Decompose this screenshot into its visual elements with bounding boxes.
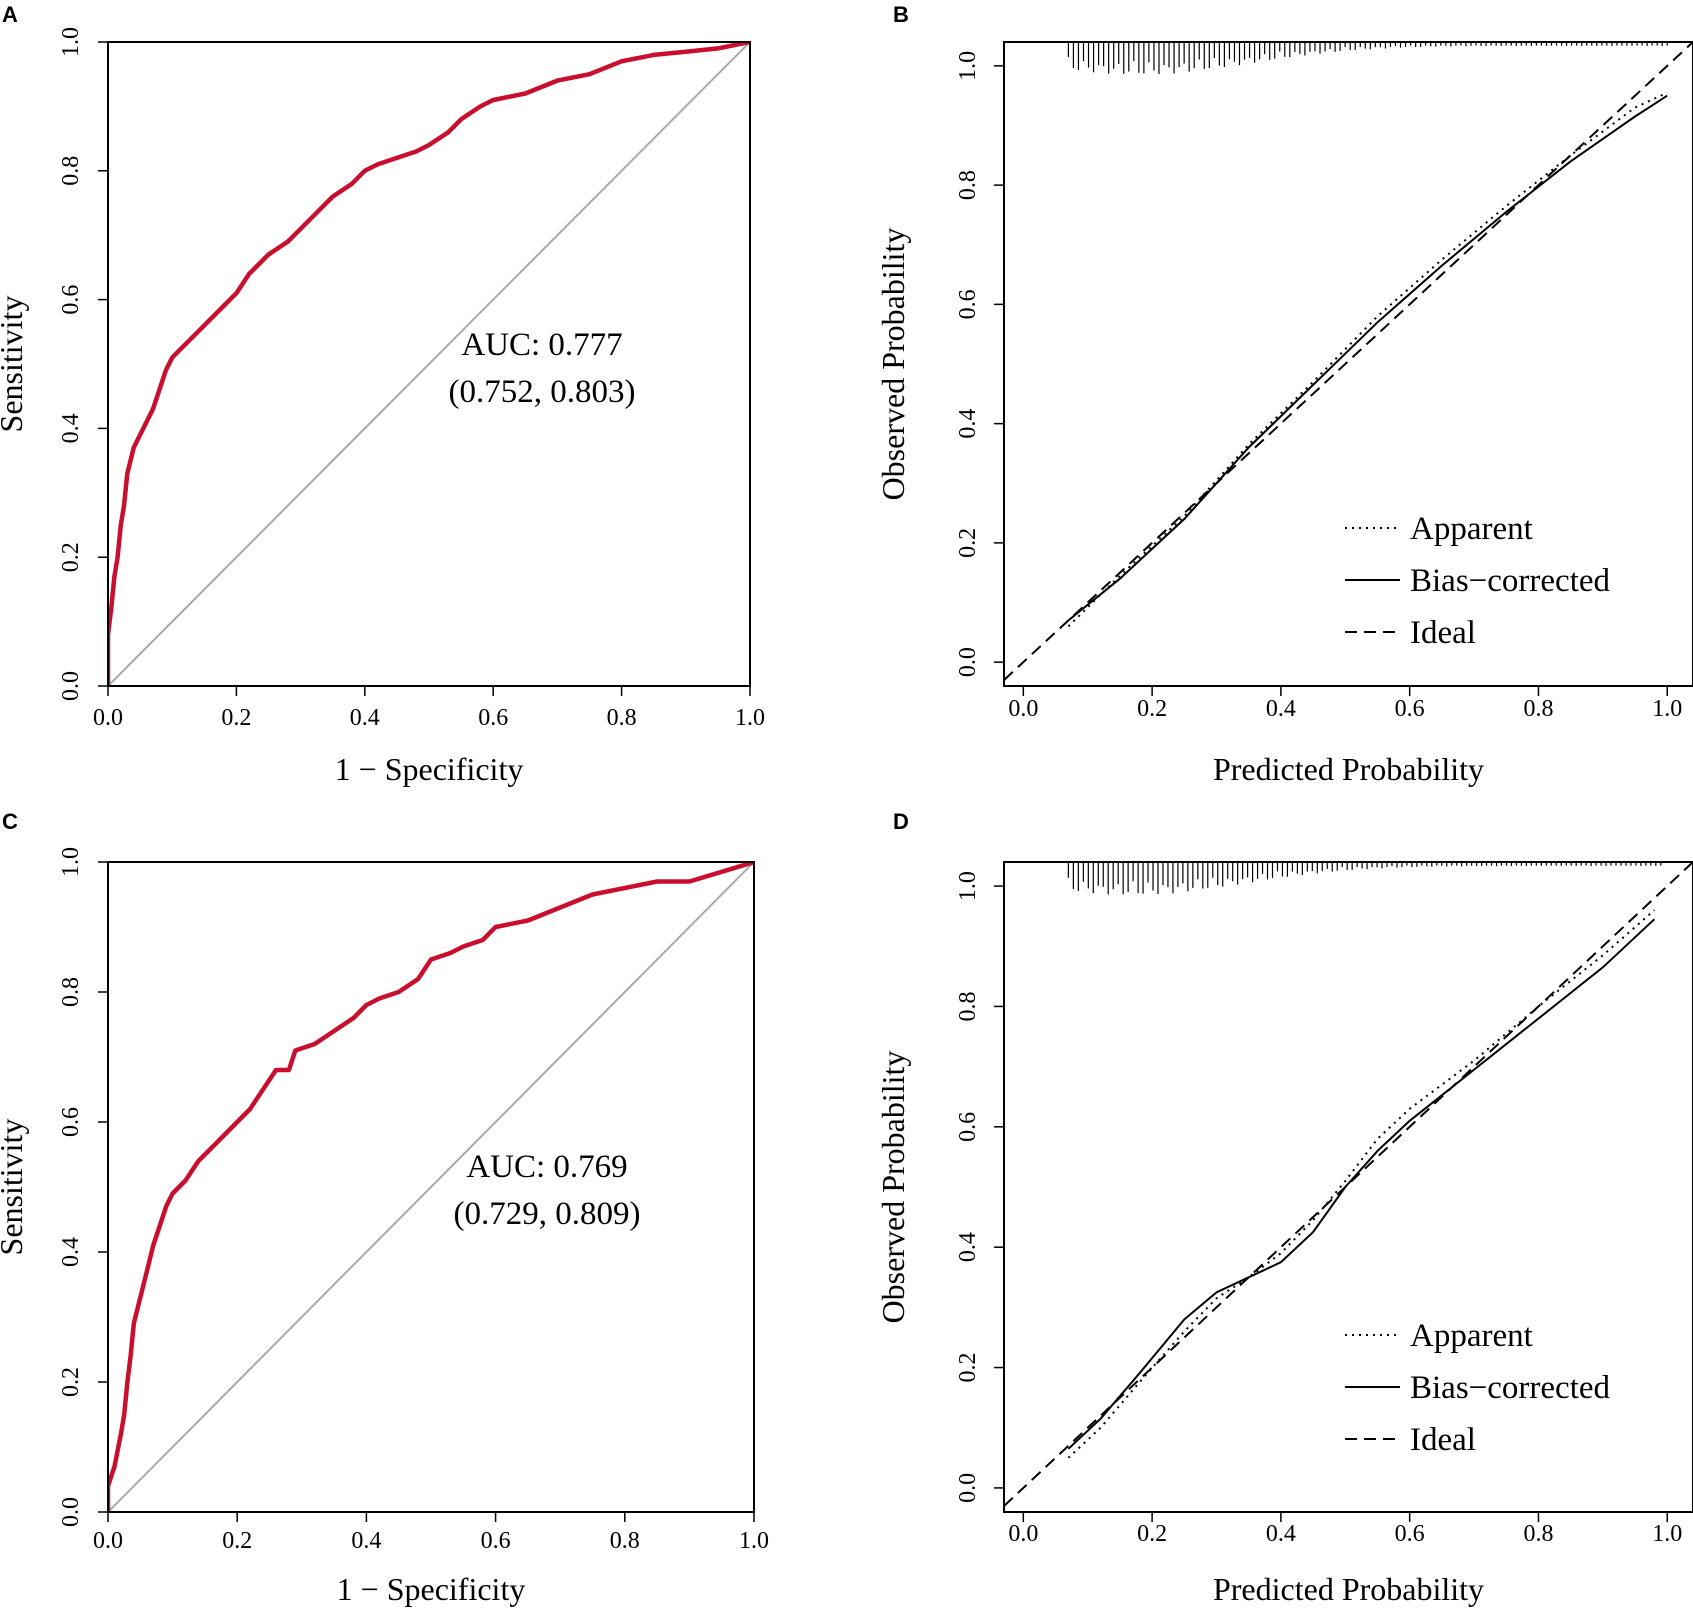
panel-c: C 0.0 0.2 0.4 0.6 0.8 1.0 0.0 0.2 0.4 0.6 0.8 1.0 1 … [0, 809, 769, 1607]
panel-b-x-tick-label: 0.2 [1137, 696, 1167, 722]
panel-c-auc-annotation: AUC: 0.769 [466, 1149, 627, 1185]
panel-a-reference-line [108, 42, 750, 686]
panel-a-roc-curve [108, 42, 750, 686]
panel-b-y-tick-label: 0.0 [955, 647, 981, 677]
panel-b-y-axis-title: Observed Probability [875, 228, 911, 501]
panel-letter-c: C [2, 809, 18, 834]
panel-a-y-tick-label: 0.2 [58, 542, 84, 572]
panel-d-legend-label: Apparent [1410, 1318, 1533, 1354]
panel-c-plot-frame [107, 861, 755, 1513]
panel-a: A 0.0 0.2 0.4 0.6 0.8 1.0 0.0 0.2 0.4 0.6 0.8 1.0 1 … [0, 2, 765, 787]
panel-a-y-tick-label: 0.4 [58, 413, 84, 443]
panel-a-x-tick-label: 0.6 [478, 705, 508, 731]
panel-a-y-tick-label: 1.0 [58, 27, 84, 57]
panel-b-y-tick-label: 0.6 [955, 289, 981, 319]
panel-d-x-tick-label: 0.8 [1523, 1521, 1553, 1547]
panel-c-y-tick-label: 0.4 [58, 1237, 84, 1267]
panel-b: B 0.0 0.2 0.4 0.6 0.8 1.0 0.0 0.2 0.4 0.6 0.8 1.0 Pr… [875, 2, 1693, 787]
panel-d-curves [1004, 862, 1693, 1507]
panel-d-rug [1067, 862, 1662, 895]
panel-a-x-tick-label: 0.0 [93, 705, 123, 731]
panel-b-y-tick-label: 0.4 [955, 409, 981, 439]
panel-c-x-tick-label: 0.0 [93, 1528, 123, 1554]
panel-b-legend-label: Apparent [1410, 511, 1533, 547]
panel-c-x-tick-label: 0.4 [351, 1528, 381, 1554]
panel-a-y-tick-label: 0.6 [58, 285, 84, 315]
panel-b-solid-line [1067, 94, 1668, 622]
panel-c-x-tick-label: 0.2 [222, 1528, 252, 1554]
panel-b-x-tick-label: 0.4 [1266, 696, 1296, 722]
panel-b-curves [1004, 42, 1693, 681]
panel-c-x-tick-label: 0.6 [481, 1528, 511, 1554]
panel-c-y-tick-label: 1.0 [58, 847, 84, 877]
panel-b-legend-label: Bias−corrected [1410, 563, 1611, 599]
panel-b-x-tick-label: 0.8 [1523, 696, 1553, 722]
panel-a-y-axis-title: Sensitivity [0, 296, 29, 433]
panel-b-x-axis-title: Predicted Probability [1213, 751, 1484, 787]
panel-c-y-axis-title: Sensitivity [0, 1119, 29, 1256]
panel-letter-a: A [2, 2, 18, 27]
panel-d-x-tick-label: 0.2 [1137, 1521, 1167, 1547]
panel-d-y-tick-label: 0.0 [955, 1473, 981, 1503]
panel-d-solid-line [1067, 918, 1656, 1450]
panel-b-y-tick-label: 0.2 [955, 528, 981, 558]
panel-d-legend-label: Ideal [1410, 1422, 1476, 1458]
panel-d-x-tick-label: 1.0 [1652, 1521, 1682, 1547]
panel-a-x-tick-label: 0.2 [221, 705, 251, 731]
panel-c-x-tick-label: 1.0 [739, 1528, 769, 1554]
panel-b-dashed-line [1004, 42, 1693, 681]
panel-c-roc-curve [108, 862, 754, 1512]
panel-b-plot-frame [1003, 41, 1693, 687]
panel-b-rug [1067, 42, 1668, 75]
panel-c-y-tick-label: 0.8 [58, 977, 84, 1007]
panel-d: D 0.0 0.2 0.4 0.6 0.8 1.0 0.0 0.2 0.4 0.6 0.8 1.0 Pr… [875, 809, 1693, 1607]
panel-c-x-tick-label: 0.8 [610, 1528, 640, 1554]
panel-b-y-tick-label: 0.8 [955, 170, 981, 200]
panel-b-y-tick-label: 1.0 [955, 51, 981, 81]
panel-letter-b: B [893, 2, 909, 27]
panel-d-dotted-line [1067, 909, 1656, 1459]
panel-a-auc-annotation: (0.752, 0.803) [449, 374, 636, 410]
panel-a-y-tick-label: 0.0 [58, 671, 84, 701]
panel-c-curves [108, 862, 754, 1512]
panel-a-x-tick-label: 1.0 [735, 705, 765, 731]
panel-d-y-tick-label: 0.4 [955, 1232, 981, 1262]
panel-d-x-axis-title: Predicted Probability [1213, 1571, 1484, 1607]
panel-c-y-tick-label: 0.6 [58, 1107, 84, 1137]
panel-d-y-tick-label: 0.2 [955, 1353, 981, 1383]
panel-a-x-tick-label: 0.4 [350, 705, 380, 731]
panel-d-x-tick-label: 0.4 [1266, 1521, 1296, 1547]
panel-b-legend-label: Ideal [1410, 615, 1476, 651]
panel-c-x-axis-title: 1 − Specificity [337, 1571, 526, 1607]
panel-a-x-axis-title: 1 − Specificity [335, 751, 524, 787]
panel-d-x-tick-label: 0.6 [1395, 1521, 1425, 1547]
panel-c-reference-line [108, 862, 754, 1512]
panel-c-y-tick-label: 0.0 [58, 1497, 84, 1527]
panel-d-y-tick-label: 0.8 [955, 991, 981, 1021]
panel-d-y-axis-title: Observed Probability [875, 1051, 911, 1324]
panel-a-x-tick-label: 0.8 [607, 705, 637, 731]
panel-b-x-tick-label: 0.0 [1008, 696, 1038, 722]
panel-a-auc-annotation: AUC: 0.777 [461, 327, 622, 363]
panel-d-plot-frame [1003, 861, 1693, 1513]
panel-d-legend-label: Bias−corrected [1410, 1370, 1611, 1406]
panel-d-x-tick-label: 0.0 [1008, 1521, 1038, 1547]
panel-d-y-tick-label: 0.6 [955, 1112, 981, 1142]
panel-c-auc-annotation: (0.729, 0.809) [454, 1196, 641, 1232]
panel-d-y-tick-label: 1.0 [955, 871, 981, 901]
panel-c-y-tick-label: 0.2 [58, 1367, 84, 1397]
panel-d-dashed-line [1004, 862, 1693, 1507]
panel-a-y-tick-label: 0.8 [58, 156, 84, 186]
panel-a-curves [108, 42, 750, 686]
panel-b-x-tick-label: 1.0 [1652, 696, 1682, 722]
panel-a-plot-frame [107, 41, 751, 687]
panel-b-dotted-line [1067, 91, 1668, 628]
panel-letter-d: D [893, 809, 909, 834]
panel-b-x-tick-label: 0.6 [1395, 696, 1425, 722]
